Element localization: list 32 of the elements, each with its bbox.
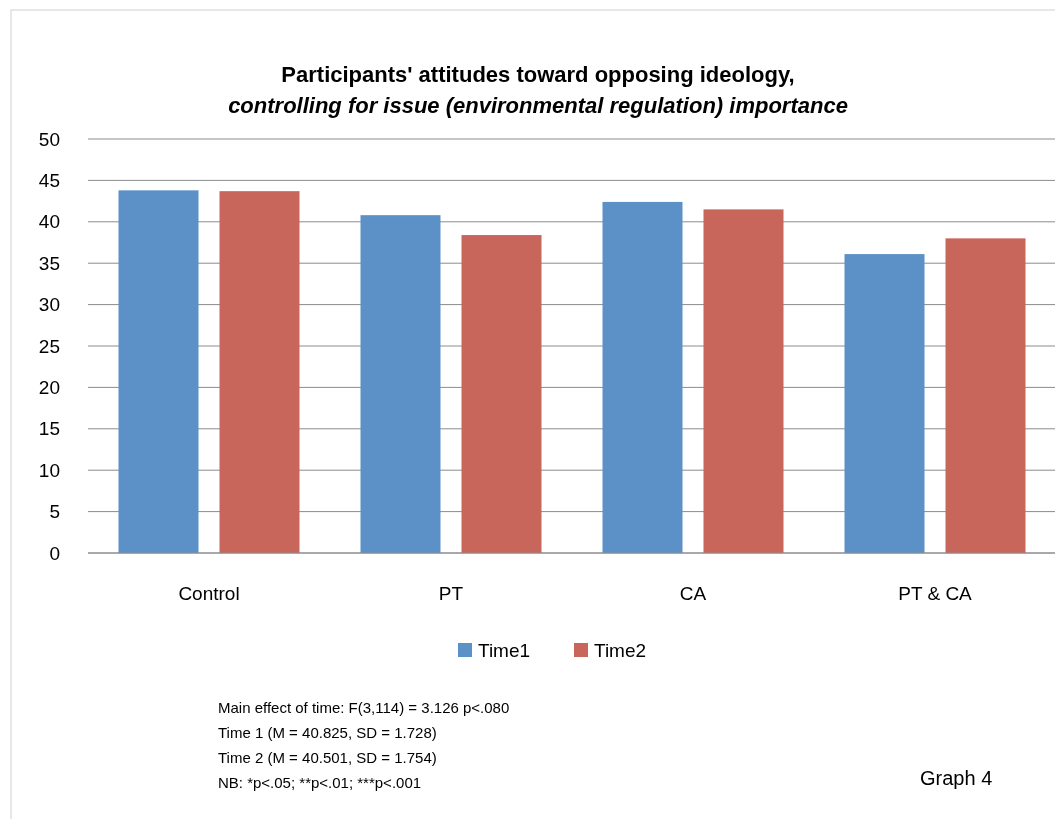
bar [118,190,199,553]
bar [602,201,683,553]
legend-label: Time2 [594,639,647,661]
x-tick-label: CA [679,583,707,604]
bar [360,215,441,553]
text: Time 2 (M = 40.501, SD = 1.754) [218,749,437,766]
y-tick-label: 10 [38,459,60,481]
y-tick-label: 50 [38,128,60,150]
y-tick-label: 30 [38,294,60,316]
x-tick-label: PT [438,583,464,604]
text: Time 1 (M = 40.825, SD = 1.728) [218,724,437,741]
y-tick-label: 20 [38,377,60,399]
x-tick-label: PT & CA [898,583,973,604]
y-tick-label: 40 [38,211,60,233]
bar [219,191,300,553]
caption: Graph 4 [920,767,993,789]
chart-title: Participants' attitudes toward opposing ideology, [281,62,795,87]
y-tick-label: 45 [38,170,60,192]
text: NB: *p<.05; **p<.01; ***p<.001 [218,774,422,791]
y-tick-label: 5 [49,501,60,523]
bar [461,235,542,553]
chart-subtitle: controlling for issue (environmental regulation) importance [228,93,848,118]
legend-label: Time1 [478,639,531,661]
x-tick-label: Control [178,583,240,604]
y-tick-label: 25 [38,335,60,357]
bar [945,238,1026,553]
bar [844,254,925,553]
y-tick-label: 0 [49,542,60,564]
y-tick-label: 15 [38,418,60,440]
text: Main effect of time: F(3,114) = 3.126 p<.080 [218,699,510,716]
bar [703,209,784,553]
y-tick-label: 35 [38,252,60,274]
